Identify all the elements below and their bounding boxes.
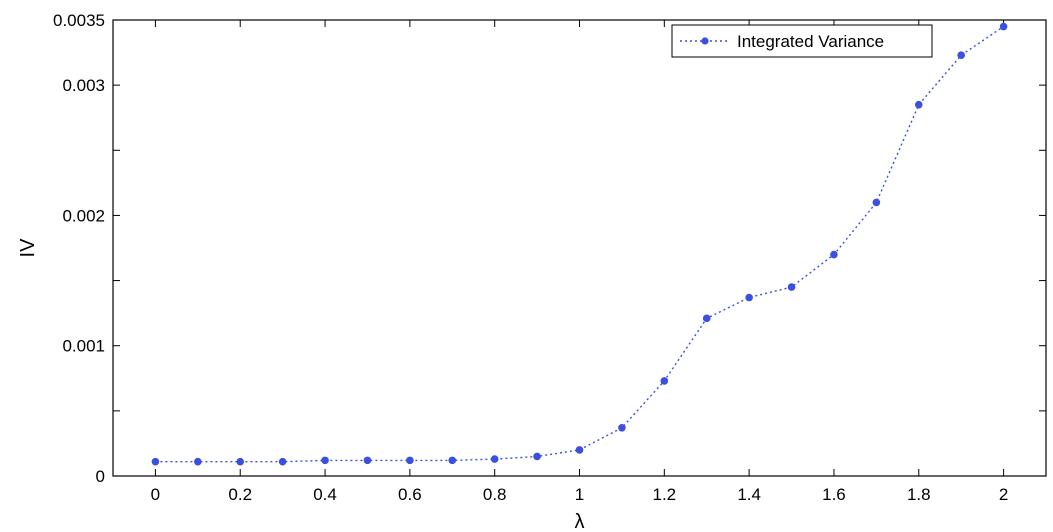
x-axis-label: λ (575, 511, 585, 532)
data-point (533, 452, 541, 461)
data-point (745, 293, 753, 302)
data-point (406, 456, 414, 465)
x-tick-label: 0.4 (313, 485, 337, 504)
y-tick-label: 0.003 (62, 76, 105, 95)
y-tick-label: 0.0035 (53, 11, 105, 30)
data-point (363, 456, 372, 465)
x-tick-label: 1.8 (907, 485, 931, 504)
series-line (155, 25, 1004, 463)
data-point (830, 250, 838, 259)
data-point (448, 456, 457, 465)
x-tick-label: 0.6 (398, 485, 422, 504)
data-point (702, 314, 711, 323)
data-point (490, 455, 499, 463)
data-point (872, 198, 881, 207)
data-point (236, 457, 245, 466)
series-layer (151, 22, 1008, 466)
x-tick-label: 1.6 (822, 485, 846, 504)
y-tick-label: 0.002 (62, 206, 105, 225)
x-tick-label: 1.2 (652, 485, 676, 504)
data-point (999, 22, 1008, 31)
axis-ticks: 0 0.2 0.4 0.6 0.8 1 1.2 1.4 1.6 1.8 2 0 0.001 0.002 0.… (53, 11, 1046, 504)
data-point (957, 51, 965, 59)
y-axis-label: IV (17, 238, 39, 258)
data-point (787, 283, 796, 291)
legend: Integrated Variance (671, 24, 933, 58)
data-point (618, 423, 626, 432)
x-tick-label: 1.4 (737, 485, 761, 504)
data-point (194, 457, 202, 466)
data-point (575, 446, 584, 454)
data-point (914, 100, 923, 109)
x-tick-label: 2 (999, 485, 1008, 504)
x-tick-label: 1 (575, 485, 584, 504)
y-tick-label: 0.001 (62, 337, 105, 356)
plot-area (112, 19, 1047, 477)
y-tick-label: 0 (96, 467, 105, 486)
legend-label: Integrated Variance (737, 32, 884, 51)
x-tick-label: 0.8 (483, 485, 507, 504)
data-point (321, 456, 329, 465)
data-point (660, 377, 669, 385)
data-point (278, 457, 287, 466)
x-tick-label: 0 (151, 485, 160, 504)
x-tick-label: 0.2 (228, 485, 252, 504)
data-point (151, 457, 160, 466)
legend-marker (701, 37, 709, 45)
